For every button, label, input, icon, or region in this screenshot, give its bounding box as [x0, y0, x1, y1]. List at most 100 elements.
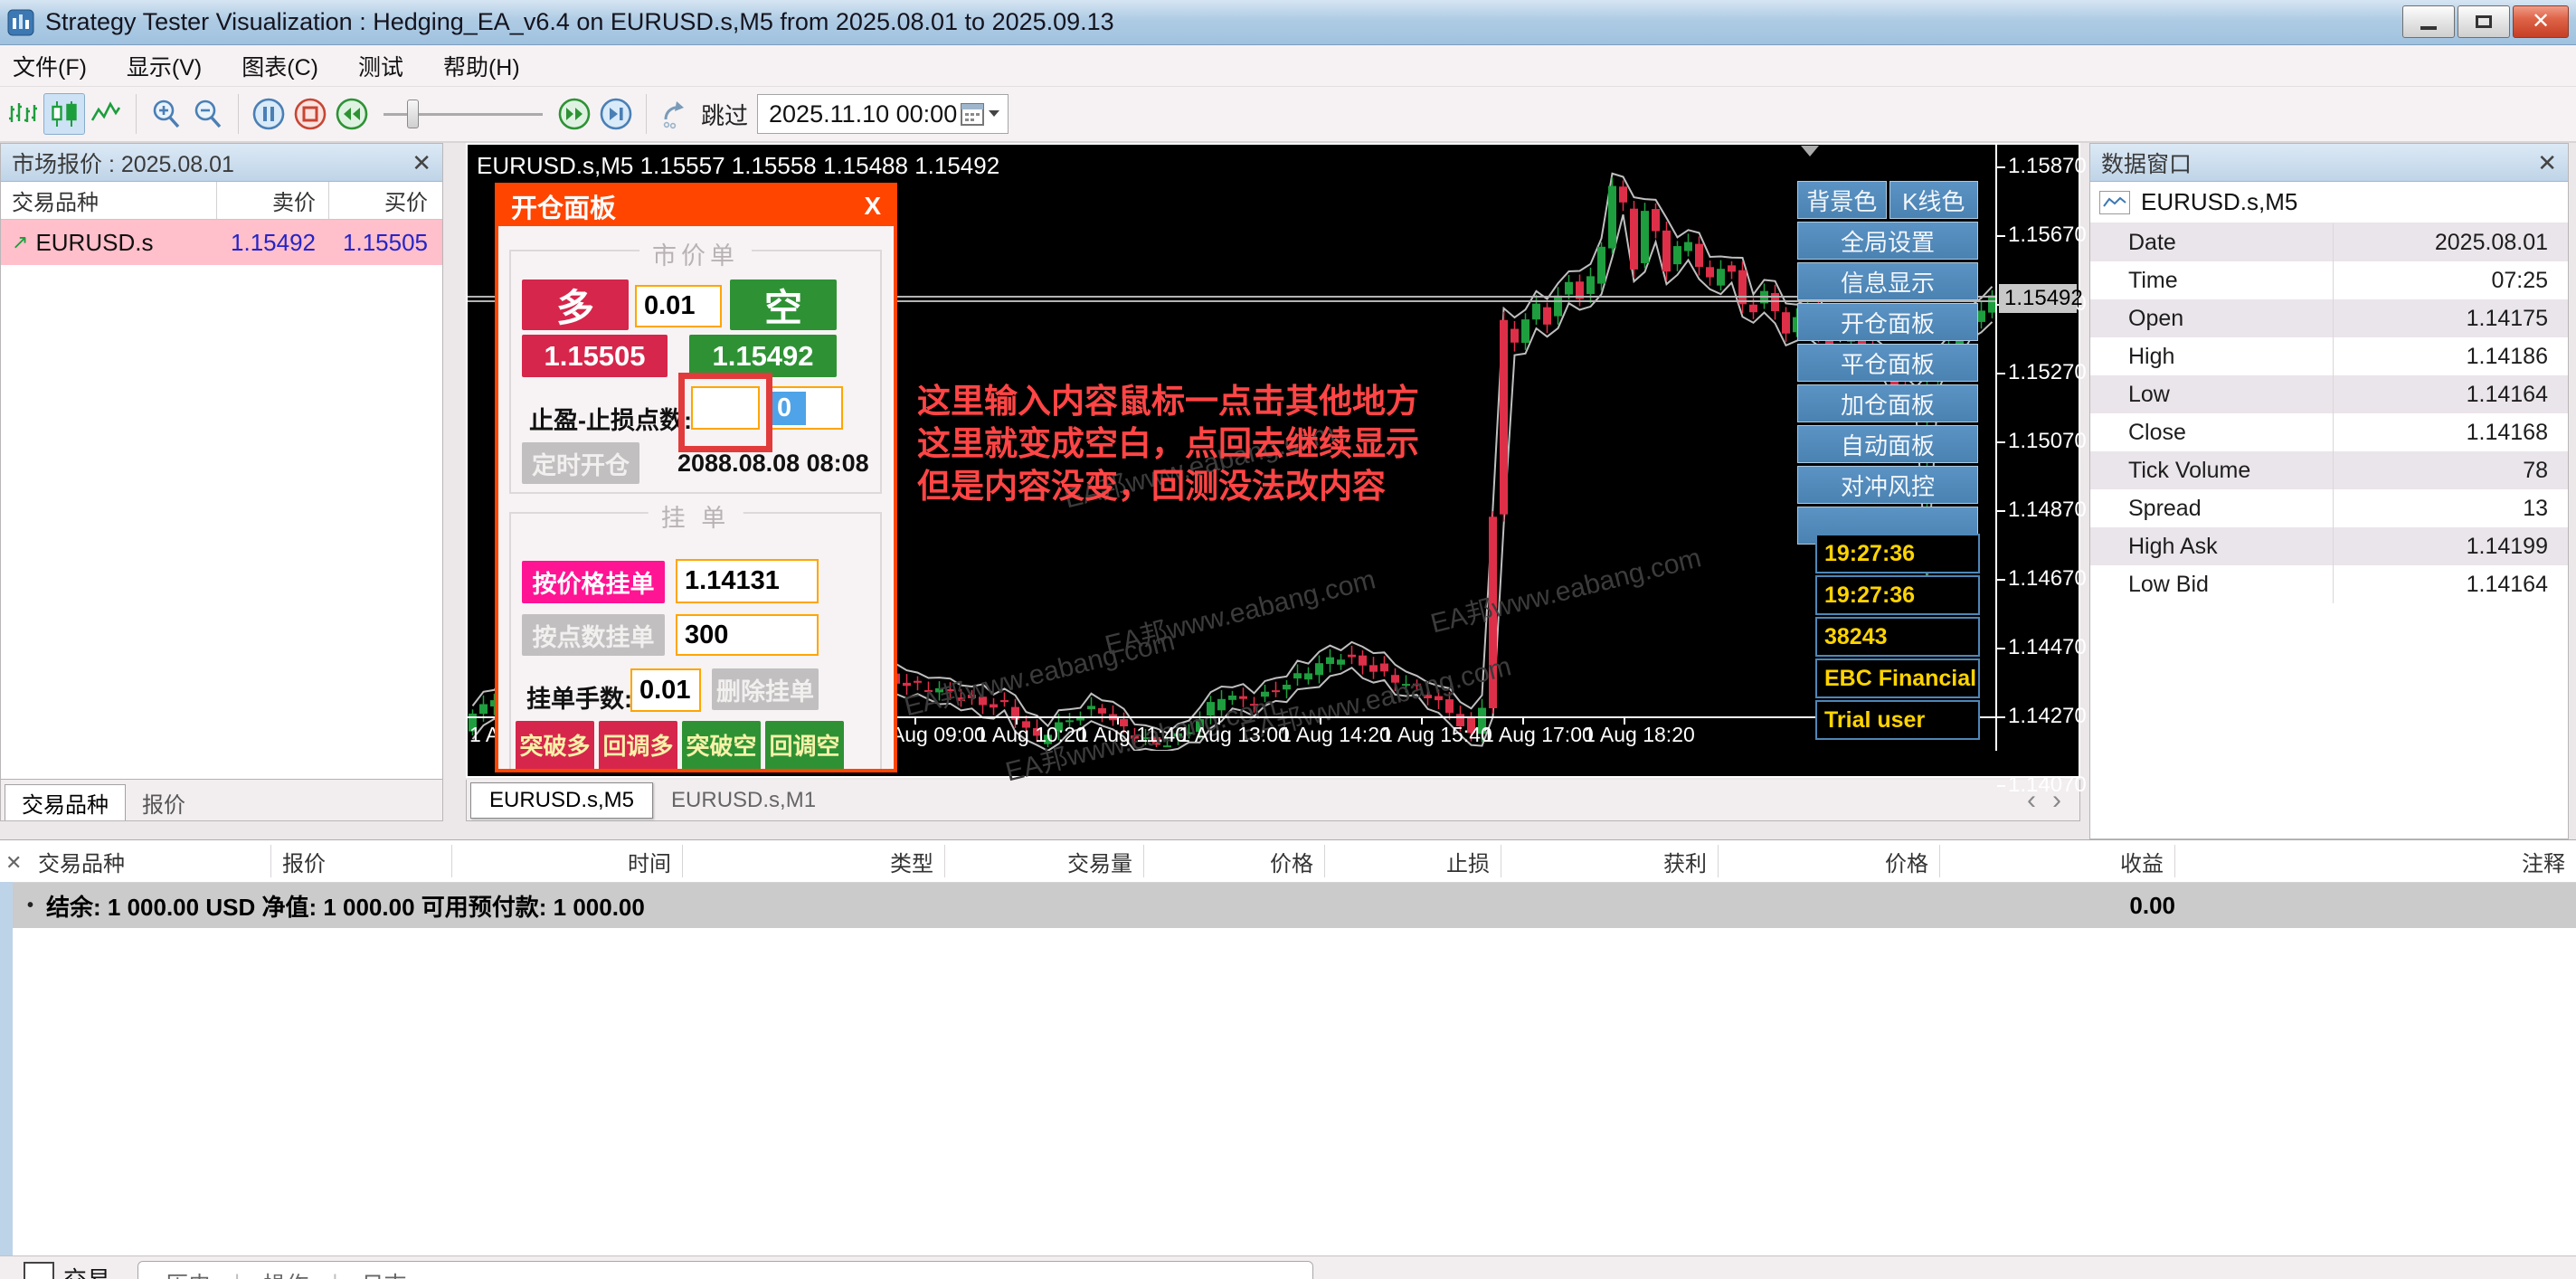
data-label: Tick Volume: [2128, 457, 2251, 483]
panel-button-5[interactable]: 开仓面板: [1797, 303, 1978, 341]
quick-button-4[interactable]: 回调空: [765, 721, 844, 769]
tab-2[interactable]: 历史: [166, 1267, 211, 1279]
stop-button[interactable]: [289, 93, 331, 135]
panel-button-3[interactable]: 全局设置: [1797, 222, 1978, 260]
slider-handle[interactable]: [407, 99, 419, 128]
chart-tab-eurusd-s-m5[interactable]: EURUSD.s,M5: [470, 782, 654, 819]
maximize-button[interactable]: [2458, 5, 2510, 38]
dialog-titlebar[interactable]: 开仓面板 X: [498, 186, 894, 226]
data-window-row: Low Bid 1.14164: [2090, 565, 2568, 603]
zoom-out-button[interactable]: [187, 93, 229, 135]
tab-3[interactable]: 操作: [263, 1267, 308, 1279]
data-value: 1.14168: [2333, 413, 2568, 451]
menu-item-3[interactable]: 图表(C): [242, 54, 318, 81]
skip-to-end-button[interactable]: [595, 93, 637, 135]
annotation-highlight-rectangle: [678, 373, 772, 452]
market-watch-row[interactable]: ↗ EURUSD.s 1.15492 1.15505: [1, 220, 442, 265]
pending-lot-input[interactable]: 0.01: [630, 668, 701, 712]
time-tick: 1 Aug 15:40: [1381, 717, 1492, 746]
price-axis[interactable]: 1.158701.156701.154701.152701.150701.148…: [1995, 145, 2087, 797]
candlestick-chart-button[interactable]: [43, 93, 85, 135]
quick-button-3[interactable]: 突破空: [682, 721, 761, 769]
chart-tab-eurusd-s-m1[interactable]: EURUSD.s,M1: [671, 787, 817, 812]
pending-by-points-button[interactable]: 按点数挂单: [522, 614, 665, 656]
quick-button-1[interactable]: 突破多: [516, 721, 594, 769]
quick-button-2[interactable]: 回调多: [599, 721, 677, 769]
lot-input[interactable]: 0.01: [635, 285, 722, 327]
bar-chart-button[interactable]: [2, 93, 43, 135]
panel-button-6[interactable]: 平仓面板: [1797, 344, 1978, 382]
tab-scroll-left-icon[interactable]: ‹: [2027, 784, 2036, 815]
sell-price-button[interactable]: 1.15492: [689, 335, 837, 377]
chart-tabs: EURUSD.s,M5 EURUSD.s,M1 ‹ ›: [466, 780, 2080, 821]
minimize-button[interactable]: [2402, 5, 2455, 38]
jump-datetime-input[interactable]: 2025.11.10 00:00: [757, 94, 1009, 134]
market-watch-column-headers: 交易品种 卖价 买价: [1, 182, 442, 220]
tab-4[interactable]: 日志: [362, 1267, 407, 1279]
speed-slider[interactable]: [384, 93, 543, 135]
zoom-in-button[interactable]: [146, 93, 187, 135]
tab-scroll-right-icon[interactable]: ›: [2052, 784, 2061, 815]
zoom-in-icon: [153, 99, 180, 128]
orders-column-11: 注释: [2522, 851, 2565, 876]
stop-loss-input[interactable]: 0: [766, 386, 843, 430]
dialog-title: 开仓面板: [511, 194, 617, 223]
data-window-row: Tick Volume 78: [2090, 451, 2568, 489]
skip-to-end-icon: [600, 98, 632, 130]
orders-panel-close-icon[interactable]: ✕: [5, 851, 23, 874]
fast-forward-button[interactable]: [554, 93, 595, 135]
skip-button[interactable]: [656, 93, 697, 135]
timed-open-datetime: 2088.08.08 08:08: [677, 450, 869, 477]
buy-button[interactable]: 多: [522, 279, 629, 330]
menu-item-5[interactable]: 帮助(H): [442, 54, 520, 81]
pause-button[interactable]: [248, 93, 289, 135]
window-title: Strategy Tester Visualization : Hedging_…: [45, 8, 1114, 35]
market-watch-tab-1[interactable]: 交易品种: [5, 784, 126, 820]
current-price-label: 1.15492: [1999, 284, 2083, 313]
data-value: 1.14175: [2333, 299, 2568, 337]
data-window-close-icon[interactable]: ✕: [2537, 148, 2557, 176]
rewind-button[interactable]: [331, 93, 373, 135]
market-watch-tab-2[interactable]: 报价: [142, 792, 185, 818]
pending-price-input[interactable]: 1.14131: [676, 559, 819, 603]
timed-open-button[interactable]: 定时开仓: [522, 442, 639, 484]
panel-button-9[interactable]: 对冲风控: [1797, 466, 1978, 504]
line-chart-symbol-icon: [2099, 190, 2130, 214]
pending-by-price-button[interactable]: 按价格挂单: [522, 561, 665, 603]
skip-label[interactable]: 跳过: [701, 101, 749, 129]
panel-button-7[interactable]: 加仓面板: [1797, 384, 1978, 422]
panel-button-8[interactable]: 自动面板: [1797, 425, 1978, 463]
data-window-symbol-row: EURUSD.s,M5: [2090, 182, 2568, 223]
sell-button[interactable]: 空: [730, 279, 837, 330]
toolbar-separator: [136, 94, 137, 134]
pending-points-input[interactable]: 300: [676, 614, 819, 656]
data-window-header: 数据窗口 ✕: [2090, 144, 2568, 182]
take-profit-input[interactable]: [691, 386, 760, 430]
market-watch-close-icon[interactable]: ✕: [412, 148, 431, 176]
chart-area[interactable]: EURUSD.s,M5 1.15557 1.15558 1.15488 1.15…: [466, 143, 2087, 797]
time-tick: 1 Aug 10:20: [976, 717, 1087, 746]
current-bid-line: [468, 296, 1997, 302]
tab-divider: |: [332, 1271, 337, 1279]
titlebar: Strategy Tester Visualization : Hedging_…: [0, 0, 2576, 45]
delete-pending-button[interactable]: 删除挂单: [712, 668, 819, 710]
panel-button-1[interactable]: 背景色: [1797, 181, 1887, 219]
buy-price-button[interactable]: 1.15505: [522, 335, 668, 377]
dialog-close-button[interactable]: X: [864, 192, 881, 220]
data-window-row: Close 1.14168: [2090, 413, 2568, 451]
bid-value: 1.15492: [231, 228, 316, 256]
menu-item-2[interactable]: 显示(V): [126, 54, 203, 81]
tab-trade[interactable]: 交易: [63, 1262, 110, 1279]
orders-panel: ✕ 交易品种 报价 时间 类型 交易量 价格 止损 获利 价格 收益 注释 • 结余: 1 000.…: [0, 839, 2576, 1279]
orders-column-8: 获利: [1501, 845, 1719, 877]
line-chart-button[interactable]: [85, 93, 127, 135]
panel-button-4[interactable]: 信息显示: [1797, 262, 1978, 300]
data-label: Close: [2128, 419, 2186, 445]
ask-value: 1.15505: [343, 228, 428, 256]
menu-item-4[interactable]: 测试: [357, 54, 403, 81]
panel-button-2[interactable]: K线色: [1889, 181, 1978, 219]
annotation-line: 这里就变成空白，点回去继续显示: [917, 425, 1419, 462]
menu-item-1[interactable]: 文件(F): [13, 54, 87, 81]
close-button[interactable]: ✕: [2513, 5, 2569, 38]
calendar-dropdown-button[interactable]: [961, 101, 1008, 127]
